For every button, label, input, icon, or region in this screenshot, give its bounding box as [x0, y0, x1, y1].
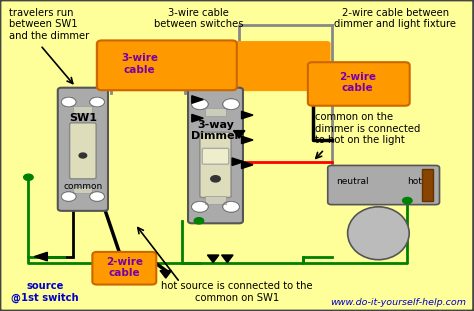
FancyBboxPatch shape: [58, 88, 108, 211]
Text: common: common: [63, 182, 102, 191]
Circle shape: [191, 99, 209, 110]
FancyBboxPatch shape: [202, 148, 229, 164]
FancyBboxPatch shape: [200, 132, 231, 197]
Text: 2-wire cable between
dimmer and light fixture: 2-wire cable between dimmer and light fi…: [335, 8, 456, 29]
Circle shape: [223, 99, 240, 110]
Text: hot: hot: [407, 178, 422, 186]
Text: hot source is connected to the
common on SW1: hot source is connected to the common on…: [161, 281, 313, 303]
Bar: [205, 196, 226, 204]
Bar: [73, 106, 92, 113]
Circle shape: [90, 97, 105, 107]
Text: common on the
dimmer is connected
to hot on the light: common on the dimmer is connected to hot…: [315, 112, 420, 145]
Text: 3-wire cable
between switches: 3-wire cable between switches: [154, 8, 244, 29]
FancyBboxPatch shape: [97, 40, 237, 90]
Text: 2-wire
cable: 2-wire cable: [106, 257, 143, 278]
Polygon shape: [242, 161, 253, 169]
Polygon shape: [233, 131, 245, 138]
Ellipse shape: [347, 207, 409, 260]
Circle shape: [211, 176, 220, 182]
Bar: [73, 187, 92, 193]
Polygon shape: [192, 96, 203, 103]
Circle shape: [191, 201, 209, 212]
Text: travelers run
between SW1
and the dimmer: travelers run between SW1 and the dimmer: [9, 8, 90, 41]
Text: 3-way
Dimmer: 3-way Dimmer: [191, 120, 240, 142]
Polygon shape: [232, 158, 244, 165]
Polygon shape: [222, 255, 233, 262]
FancyBboxPatch shape: [97, 44, 142, 89]
Text: 3-wire
cable: 3-wire cable: [121, 53, 158, 75]
Circle shape: [90, 192, 105, 202]
Polygon shape: [34, 252, 47, 261]
Circle shape: [402, 197, 412, 204]
FancyBboxPatch shape: [96, 41, 330, 91]
Circle shape: [24, 174, 33, 180]
Circle shape: [61, 192, 76, 202]
Bar: [421, 169, 433, 201]
FancyBboxPatch shape: [188, 88, 243, 223]
Polygon shape: [242, 136, 253, 144]
Circle shape: [79, 153, 87, 158]
Bar: [205, 108, 226, 116]
FancyBboxPatch shape: [328, 165, 439, 205]
FancyBboxPatch shape: [92, 252, 156, 285]
Polygon shape: [192, 114, 203, 122]
Text: www.do-it-yourself-help.com: www.do-it-yourself-help.com: [330, 298, 466, 307]
Text: source
@1st switch: source @1st switch: [11, 281, 79, 303]
FancyBboxPatch shape: [308, 62, 410, 106]
Text: 2-wire
cable: 2-wire cable: [339, 72, 376, 93]
Polygon shape: [242, 111, 253, 119]
Circle shape: [61, 97, 76, 107]
Polygon shape: [208, 255, 219, 262]
Polygon shape: [160, 271, 172, 278]
FancyBboxPatch shape: [70, 123, 96, 179]
Circle shape: [194, 218, 204, 224]
Text: neutral: neutral: [337, 178, 369, 186]
Circle shape: [223, 201, 240, 212]
Text: SW1: SW1: [69, 113, 97, 123]
